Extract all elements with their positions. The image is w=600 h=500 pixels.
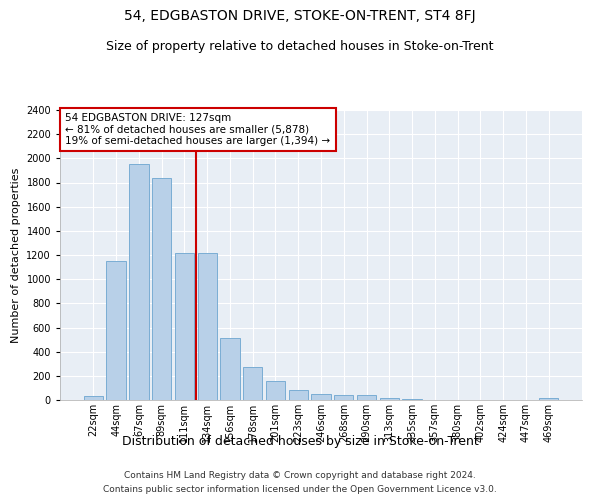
Bar <box>84 396 103 400</box>
Bar <box>289 390 308 400</box>
Bar <box>380 398 399 400</box>
Bar <box>243 368 262 400</box>
Bar <box>220 338 239 400</box>
Text: Distribution of detached houses by size in Stoke-on-Trent: Distribution of detached houses by size … <box>122 435 478 448</box>
Bar <box>539 398 558 400</box>
Bar <box>311 394 331 400</box>
Bar <box>106 261 126 400</box>
Bar <box>197 253 217 400</box>
Y-axis label: Number of detached properties: Number of detached properties <box>11 168 20 342</box>
Bar <box>357 395 376 400</box>
Text: Contains public sector information licensed under the Open Government Licence v3: Contains public sector information licen… <box>103 486 497 494</box>
Bar <box>152 178 172 400</box>
Text: Contains HM Land Registry data © Crown copyright and database right 2024.: Contains HM Land Registry data © Crown c… <box>124 470 476 480</box>
Text: 54 EDGBASTON DRIVE: 127sqm
← 81% of detached houses are smaller (5,878)
19% of s: 54 EDGBASTON DRIVE: 127sqm ← 81% of deta… <box>65 113 331 146</box>
Bar <box>334 395 353 400</box>
Bar <box>175 253 194 400</box>
Bar <box>266 382 285 400</box>
Bar <box>403 398 422 400</box>
Text: Size of property relative to detached houses in Stoke-on-Trent: Size of property relative to detached ho… <box>106 40 494 53</box>
Bar <box>129 164 149 400</box>
Text: 54, EDGBASTON DRIVE, STOKE-ON-TRENT, ST4 8FJ: 54, EDGBASTON DRIVE, STOKE-ON-TRENT, ST4… <box>124 9 476 23</box>
